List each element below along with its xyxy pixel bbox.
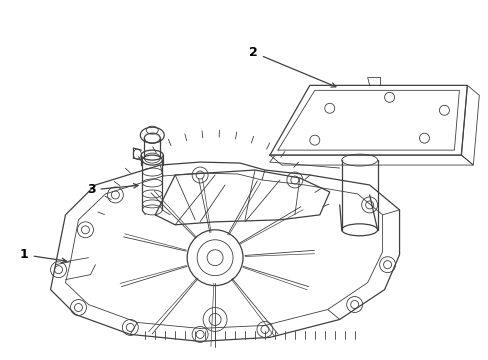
Text: 3: 3 (87, 184, 138, 197)
Text: 1: 1 (20, 248, 66, 262)
Text: 2: 2 (249, 46, 335, 87)
